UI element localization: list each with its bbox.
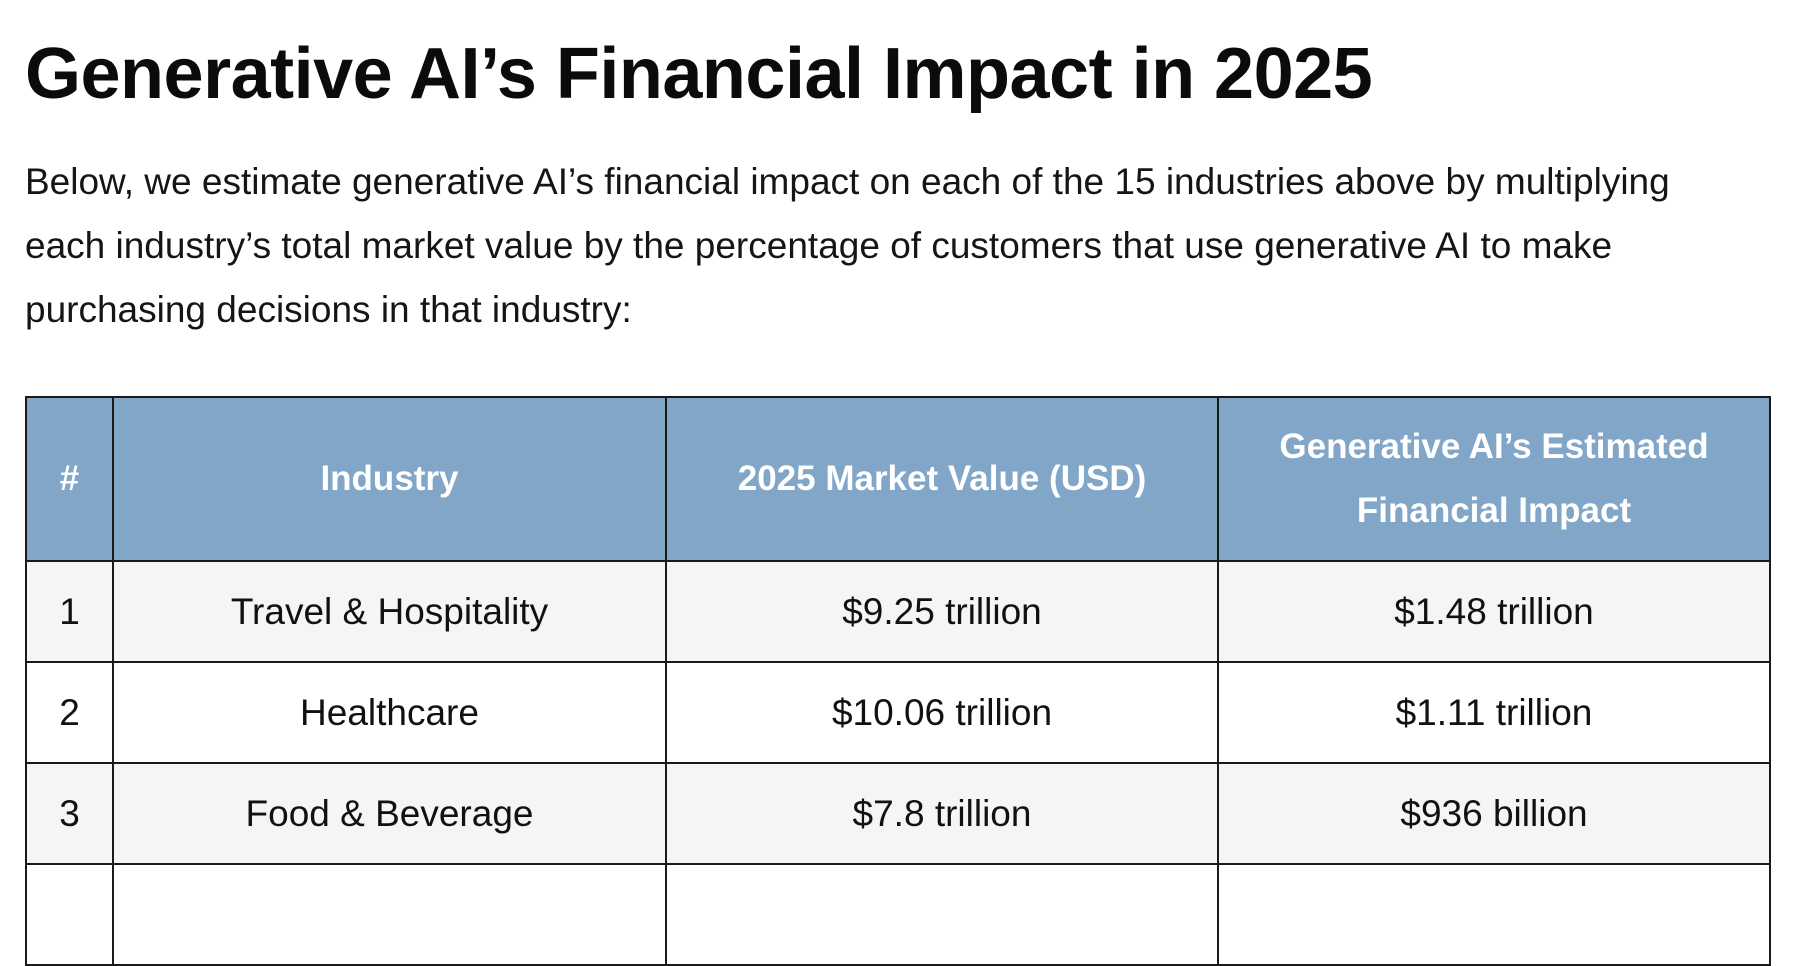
cell-market-value — [665, 863, 1219, 966]
cell-industry — [112, 863, 667, 966]
cell-market-value: $9.25 trillion — [665, 560, 1219, 663]
cell-industry: Healthcare — [112, 661, 667, 764]
table-row — [25, 863, 1771, 966]
table-row: 2 Healthcare $10.06 trillion $1.11 trill… — [25, 661, 1771, 764]
table-row: 1 Travel & Hospitality $9.25 trillion $1… — [25, 560, 1771, 663]
table-header-row: # Industry 2025 Market Value (USD) Gener… — [25, 396, 1771, 562]
cell-impact: $1.11 trillion — [1217, 661, 1771, 764]
header-num: # — [25, 396, 114, 562]
cell-market-value: $7.8 trillion — [665, 762, 1219, 865]
impact-table: # Industry 2025 Market Value (USD) Gener… — [25, 396, 1771, 966]
cell-industry: Food & Beverage — [112, 762, 667, 865]
cell-num — [25, 863, 114, 966]
cell-impact: $936 billion — [1217, 762, 1771, 865]
intro-paragraph: Below, we estimate generative AI’s finan… — [25, 161, 1670, 330]
cell-impact — [1217, 863, 1771, 966]
cell-num: 2 — [25, 661, 114, 764]
cell-impact: $1.48 trillion — [1217, 560, 1771, 663]
cell-industry: Travel & Hospitality — [112, 560, 667, 663]
header-industry: Industry — [112, 396, 667, 562]
cell-market-value: $10.06 trillion — [665, 661, 1219, 764]
cell-num: 1 — [25, 560, 114, 663]
page-title: Generative AI’s Financial Impact in 2025 — [25, 34, 1373, 114]
header-impact: Generative AI’s Estimated Financial Impa… — [1217, 396, 1771, 562]
table-row: 3 Food & Beverage $7.8 trillion $936 bil… — [25, 762, 1771, 865]
header-market-value: 2025 Market Value (USD) — [665, 396, 1219, 562]
cell-num: 3 — [25, 762, 114, 865]
